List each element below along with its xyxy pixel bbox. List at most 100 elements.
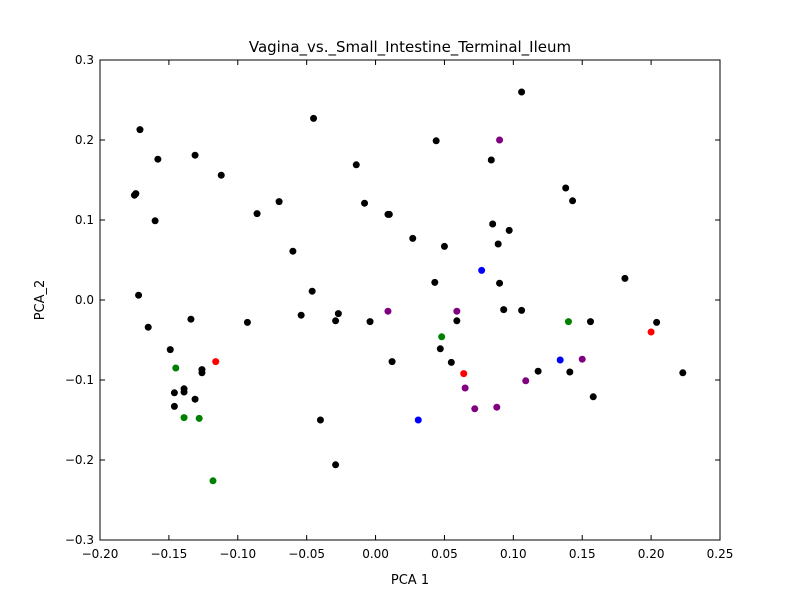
chart-title: Vagina_vs._Small_Intestine_Terminal_Ileu… bbox=[249, 38, 571, 57]
data-point bbox=[361, 199, 369, 207]
y-tick-label: 0.1 bbox=[75, 213, 94, 227]
data-point bbox=[385, 210, 393, 218]
data-point bbox=[500, 306, 508, 314]
data-point bbox=[166, 346, 174, 354]
data-point bbox=[647, 328, 655, 336]
data-point bbox=[132, 190, 140, 198]
data-point bbox=[460, 370, 468, 378]
data-point bbox=[209, 477, 217, 485]
data-point bbox=[198, 369, 206, 377]
x-tick-label: 0.10 bbox=[500, 547, 527, 561]
data-point bbox=[453, 317, 461, 325]
data-point bbox=[431, 278, 439, 286]
x-tick-label: −0.05 bbox=[288, 547, 325, 561]
data-point bbox=[494, 240, 502, 248]
data-point bbox=[487, 156, 495, 164]
data-point bbox=[136, 126, 144, 134]
data-point bbox=[621, 274, 629, 282]
y-tick-label: −0.1 bbox=[65, 373, 94, 387]
x-tick-label: −0.15 bbox=[150, 547, 187, 561]
data-point bbox=[180, 388, 188, 396]
data-point bbox=[453, 307, 461, 315]
data-point bbox=[217, 171, 225, 179]
data-point bbox=[212, 358, 220, 366]
data-point bbox=[534, 367, 542, 375]
data-point bbox=[243, 318, 251, 326]
data-point bbox=[569, 197, 577, 205]
data-point bbox=[154, 155, 162, 163]
data-point bbox=[172, 364, 180, 372]
data-point bbox=[384, 307, 392, 315]
data-point bbox=[191, 395, 199, 403]
data-point bbox=[310, 114, 318, 122]
data-point bbox=[170, 402, 178, 410]
data-point bbox=[438, 333, 446, 341]
data-point bbox=[388, 358, 396, 366]
y-tick-label: −0.3 bbox=[65, 533, 94, 547]
data-point bbox=[564, 318, 572, 326]
data-point bbox=[308, 287, 316, 295]
data-point bbox=[578, 355, 586, 363]
data-point bbox=[414, 416, 422, 424]
data-point bbox=[253, 210, 261, 218]
data-point bbox=[447, 358, 455, 366]
data-point bbox=[461, 384, 469, 392]
data-point bbox=[135, 291, 143, 299]
data-point bbox=[589, 393, 597, 401]
data-point bbox=[144, 323, 152, 331]
data-point bbox=[471, 405, 479, 413]
data-point bbox=[478, 266, 486, 274]
x-axis: −0.20 −0.15 −0.10 −0.05 0.00 0.05 0.10 0.15 0.20… bbox=[82, 60, 734, 561]
data-point bbox=[334, 310, 342, 318]
y-tick-label: 0.0 bbox=[75, 293, 94, 307]
data-point bbox=[436, 345, 444, 353]
data-point bbox=[366, 318, 374, 326]
data-point bbox=[653, 318, 661, 326]
x-tick-label: 0.25 bbox=[707, 547, 734, 561]
data-point bbox=[170, 389, 178, 397]
data-point bbox=[432, 137, 440, 145]
x-tick-label: 0.00 bbox=[362, 547, 389, 561]
x-tick-label: −0.20 bbox=[82, 547, 119, 561]
data-point bbox=[409, 234, 417, 242]
data-point bbox=[679, 369, 687, 377]
x-tick-label: 0.15 bbox=[569, 547, 596, 561]
data-point bbox=[316, 416, 324, 424]
data-point bbox=[489, 220, 497, 228]
y-tick-label: −0.2 bbox=[65, 453, 94, 467]
data-point bbox=[505, 226, 513, 234]
data-point bbox=[518, 306, 526, 314]
x-tick-label: 0.05 bbox=[431, 547, 458, 561]
data-point bbox=[496, 279, 504, 287]
data-point bbox=[332, 317, 340, 325]
data-point bbox=[522, 377, 530, 385]
data-point bbox=[180, 414, 188, 422]
x-axis-label: PCA 1 bbox=[391, 573, 429, 588]
x-tick-label: 0.20 bbox=[638, 547, 665, 561]
plot-area-frame bbox=[99, 59, 721, 541]
data-point bbox=[496, 136, 504, 144]
y-tick-label: 0.3 bbox=[75, 53, 94, 67]
data-point bbox=[562, 184, 570, 192]
data-point bbox=[518, 88, 526, 96]
data-points bbox=[130, 88, 687, 485]
data-point bbox=[187, 315, 195, 323]
data-point bbox=[493, 403, 501, 411]
y-axis-label: PCA_2 bbox=[33, 280, 48, 321]
data-point bbox=[586, 318, 594, 326]
x-tick-label: −0.10 bbox=[219, 547, 256, 561]
data-point bbox=[440, 242, 448, 250]
data-point bbox=[352, 161, 360, 169]
y-tick-label: 0.2 bbox=[75, 133, 94, 147]
data-point bbox=[191, 151, 199, 159]
data-point bbox=[556, 356, 564, 364]
data-point bbox=[289, 247, 297, 255]
y-axis: −0.3 −0.2 −0.1 0.0 0.1 0.2 0.3 bbox=[65, 53, 720, 547]
data-point bbox=[151, 217, 159, 225]
data-point bbox=[275, 198, 283, 206]
data-point bbox=[332, 461, 340, 469]
data-point bbox=[195, 414, 203, 422]
data-point bbox=[297, 311, 305, 319]
data-point bbox=[566, 368, 574, 376]
